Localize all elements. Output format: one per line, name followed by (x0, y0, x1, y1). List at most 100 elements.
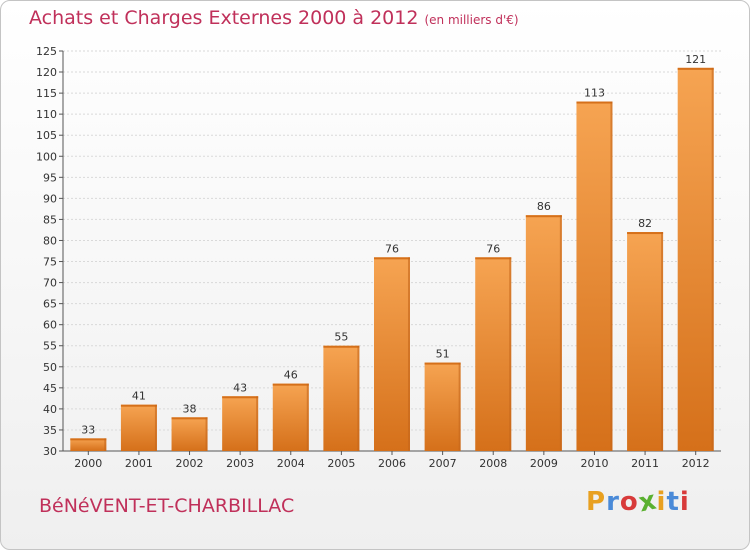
x-tick-label: 2009 (530, 457, 558, 470)
bar-top-edge (424, 362, 461, 365)
x-tick-label: 2007 (429, 457, 457, 470)
bar-top-edge (374, 257, 410, 260)
bar-shadow-edge (205, 417, 208, 451)
y-tick-label: 75 (43, 256, 57, 269)
bar-top-edge (576, 101, 613, 104)
y-tick-label: 115 (36, 87, 57, 100)
value-label: 121 (685, 53, 706, 66)
x-tick-label: 2002 (176, 457, 204, 470)
value-label: 76 (385, 242, 399, 255)
bar-shadow-edge (154, 404, 157, 451)
value-label: 33 (81, 423, 95, 436)
commune-name: BéNéVENT-ET-CHARBILLAC (39, 495, 295, 517)
bar-2003 (222, 396, 259, 451)
x-tick-label: 2004 (277, 457, 305, 470)
bar-top-edge (272, 383, 309, 386)
value-label: 113 (584, 87, 605, 100)
x-tick-label: 2011 (631, 457, 659, 470)
y-tick-label: 30 (43, 445, 57, 458)
x-tick-label: 2001 (125, 457, 153, 470)
bar-top-edge (475, 257, 512, 260)
y-tick-label: 90 (43, 192, 57, 205)
bar-shadow-edge (711, 67, 714, 451)
value-label: 51 (436, 348, 450, 361)
bar-rect (323, 345, 360, 451)
bar-rect (475, 257, 512, 451)
bar-rect (171, 417, 208, 451)
bar-2000 (70, 438, 107, 451)
value-label: 46 (284, 369, 298, 382)
logo-letter: r (606, 487, 620, 517)
bar-2011 (627, 232, 664, 451)
y-tick-label: 95 (43, 171, 57, 184)
bar-2006 (374, 257, 410, 451)
y-tick-label: 120 (36, 66, 57, 79)
bars (70, 67, 714, 452)
chart-title: Achats et Charges Externes 2000 à 2012 (e… (29, 7, 519, 29)
data-labels: 33 41 38 43 46 55 76 51 76 86 113 82 121 (81, 53, 706, 437)
y-tick-label: 40 (43, 403, 57, 416)
bar-shadow-edge (408, 257, 410, 451)
bar-2005 (323, 345, 360, 451)
y-tick-label: 110 (36, 108, 57, 121)
x-tick-label: 2003 (226, 457, 254, 470)
chart-title-text: Achats et Charges Externes 2000 à 2012 (29, 7, 419, 29)
bar-rect (70, 438, 107, 451)
bar-2004 (272, 383, 309, 451)
value-label: 43 (233, 381, 247, 394)
y-tick-label: 125 (36, 45, 57, 58)
bar-shadow-edge (104, 438, 107, 451)
x-tick-label: 2006 (378, 457, 406, 470)
bar-top-edge (171, 417, 208, 420)
y-tick-label: 60 (43, 319, 57, 332)
bar-top-edge (677, 67, 714, 70)
bar-top-edge (323, 345, 360, 348)
y-tick-label: 45 (43, 382, 57, 395)
bar-top-edge (70, 438, 107, 441)
bar-2010 (576, 101, 613, 452)
x-tick-label: 2005 (327, 457, 355, 470)
bar-shadow-edge (610, 101, 613, 452)
x-tick-label: 2010 (580, 457, 608, 470)
x-tick-label: 2008 (479, 457, 507, 470)
y-tick-label: 105 (36, 129, 57, 142)
axes: 30 35 40 45 50 55 60 65 70 75 80 85 90 95 100 105 110 115… (36, 45, 721, 470)
x-tick-label: 2012 (682, 457, 710, 470)
bar-2001 (120, 404, 157, 451)
bar-shadow-edge (458, 362, 461, 451)
value-label: 82 (638, 217, 652, 230)
value-label: 76 (486, 242, 500, 255)
proxiti-logo[interactable]: Proxiti (586, 485, 690, 518)
logo-letter: i (679, 487, 690, 517)
bar-rect (222, 396, 259, 451)
value-label: 86 (537, 200, 551, 213)
logo-letter: i (656, 487, 667, 517)
bar-rect (374, 257, 410, 451)
bar-shadow-edge (256, 396, 259, 451)
bar-top-edge (627, 232, 664, 235)
bar-rect (627, 232, 664, 451)
y-tick-label: 85 (43, 213, 57, 226)
bar-shadow-edge (509, 257, 512, 451)
bar-shadow-edge (306, 383, 309, 451)
y-tick-label: 55 (43, 340, 57, 353)
logo-letter: o (619, 487, 639, 517)
bar-shadow-edge (357, 345, 360, 451)
y-tick-label: 70 (43, 277, 57, 290)
value-label: 38 (183, 402, 197, 415)
bar-rect (120, 404, 157, 451)
bar-2002 (171, 417, 208, 451)
bar-shadow-edge (559, 215, 562, 451)
bar-rect (272, 383, 309, 451)
y-tick-label: 50 (43, 361, 57, 374)
bar-top-edge (120, 404, 157, 407)
bar-rect (525, 215, 562, 451)
bar-2012 (677, 67, 714, 451)
bar-2008 (475, 257, 512, 451)
bar-top-edge (525, 215, 562, 218)
bar-rect (424, 362, 461, 451)
bar-top-edge (222, 396, 259, 399)
bar-rect (576, 101, 613, 452)
